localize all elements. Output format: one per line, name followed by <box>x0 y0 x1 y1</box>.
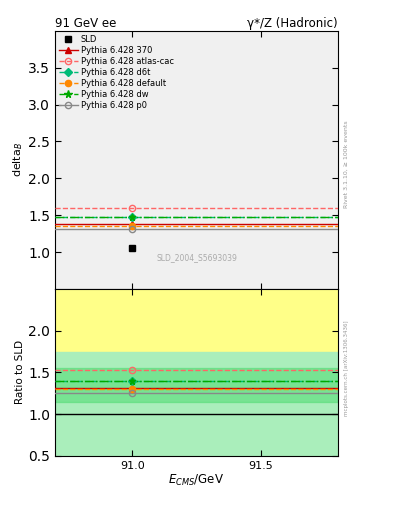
Bar <box>55 352 338 456</box>
Text: Rivet 3.1.10, ≥ 100k events: Rivet 3.1.10, ≥ 100k events <box>344 120 349 208</box>
Y-axis label: Ratio to SLD: Ratio to SLD <box>15 340 26 404</box>
Text: 91 GeV ee: 91 GeV ee <box>55 16 116 30</box>
X-axis label: $E_{CMS}$/GeV: $E_{CMS}$/GeV <box>169 473 224 488</box>
Text: γ*/Z (Hadronic): γ*/Z (Hadronic) <box>247 16 338 30</box>
Bar <box>55 368 338 401</box>
Text: mcplots.cern.ch [arXiv:1306.3436]: mcplots.cern.ch [arXiv:1306.3436] <box>344 321 349 416</box>
Bar <box>55 289 338 352</box>
Text: SLD_2004_S5693039: SLD_2004_S5693039 <box>156 253 237 263</box>
Y-axis label: delta$_B$: delta$_B$ <box>11 142 26 178</box>
Legend: SLD, Pythia 6.428 370, Pythia 6.428 atlas-cac, Pythia 6.428 d6t, Pythia 6.428 de: SLD, Pythia 6.428 370, Pythia 6.428 atla… <box>57 33 176 112</box>
